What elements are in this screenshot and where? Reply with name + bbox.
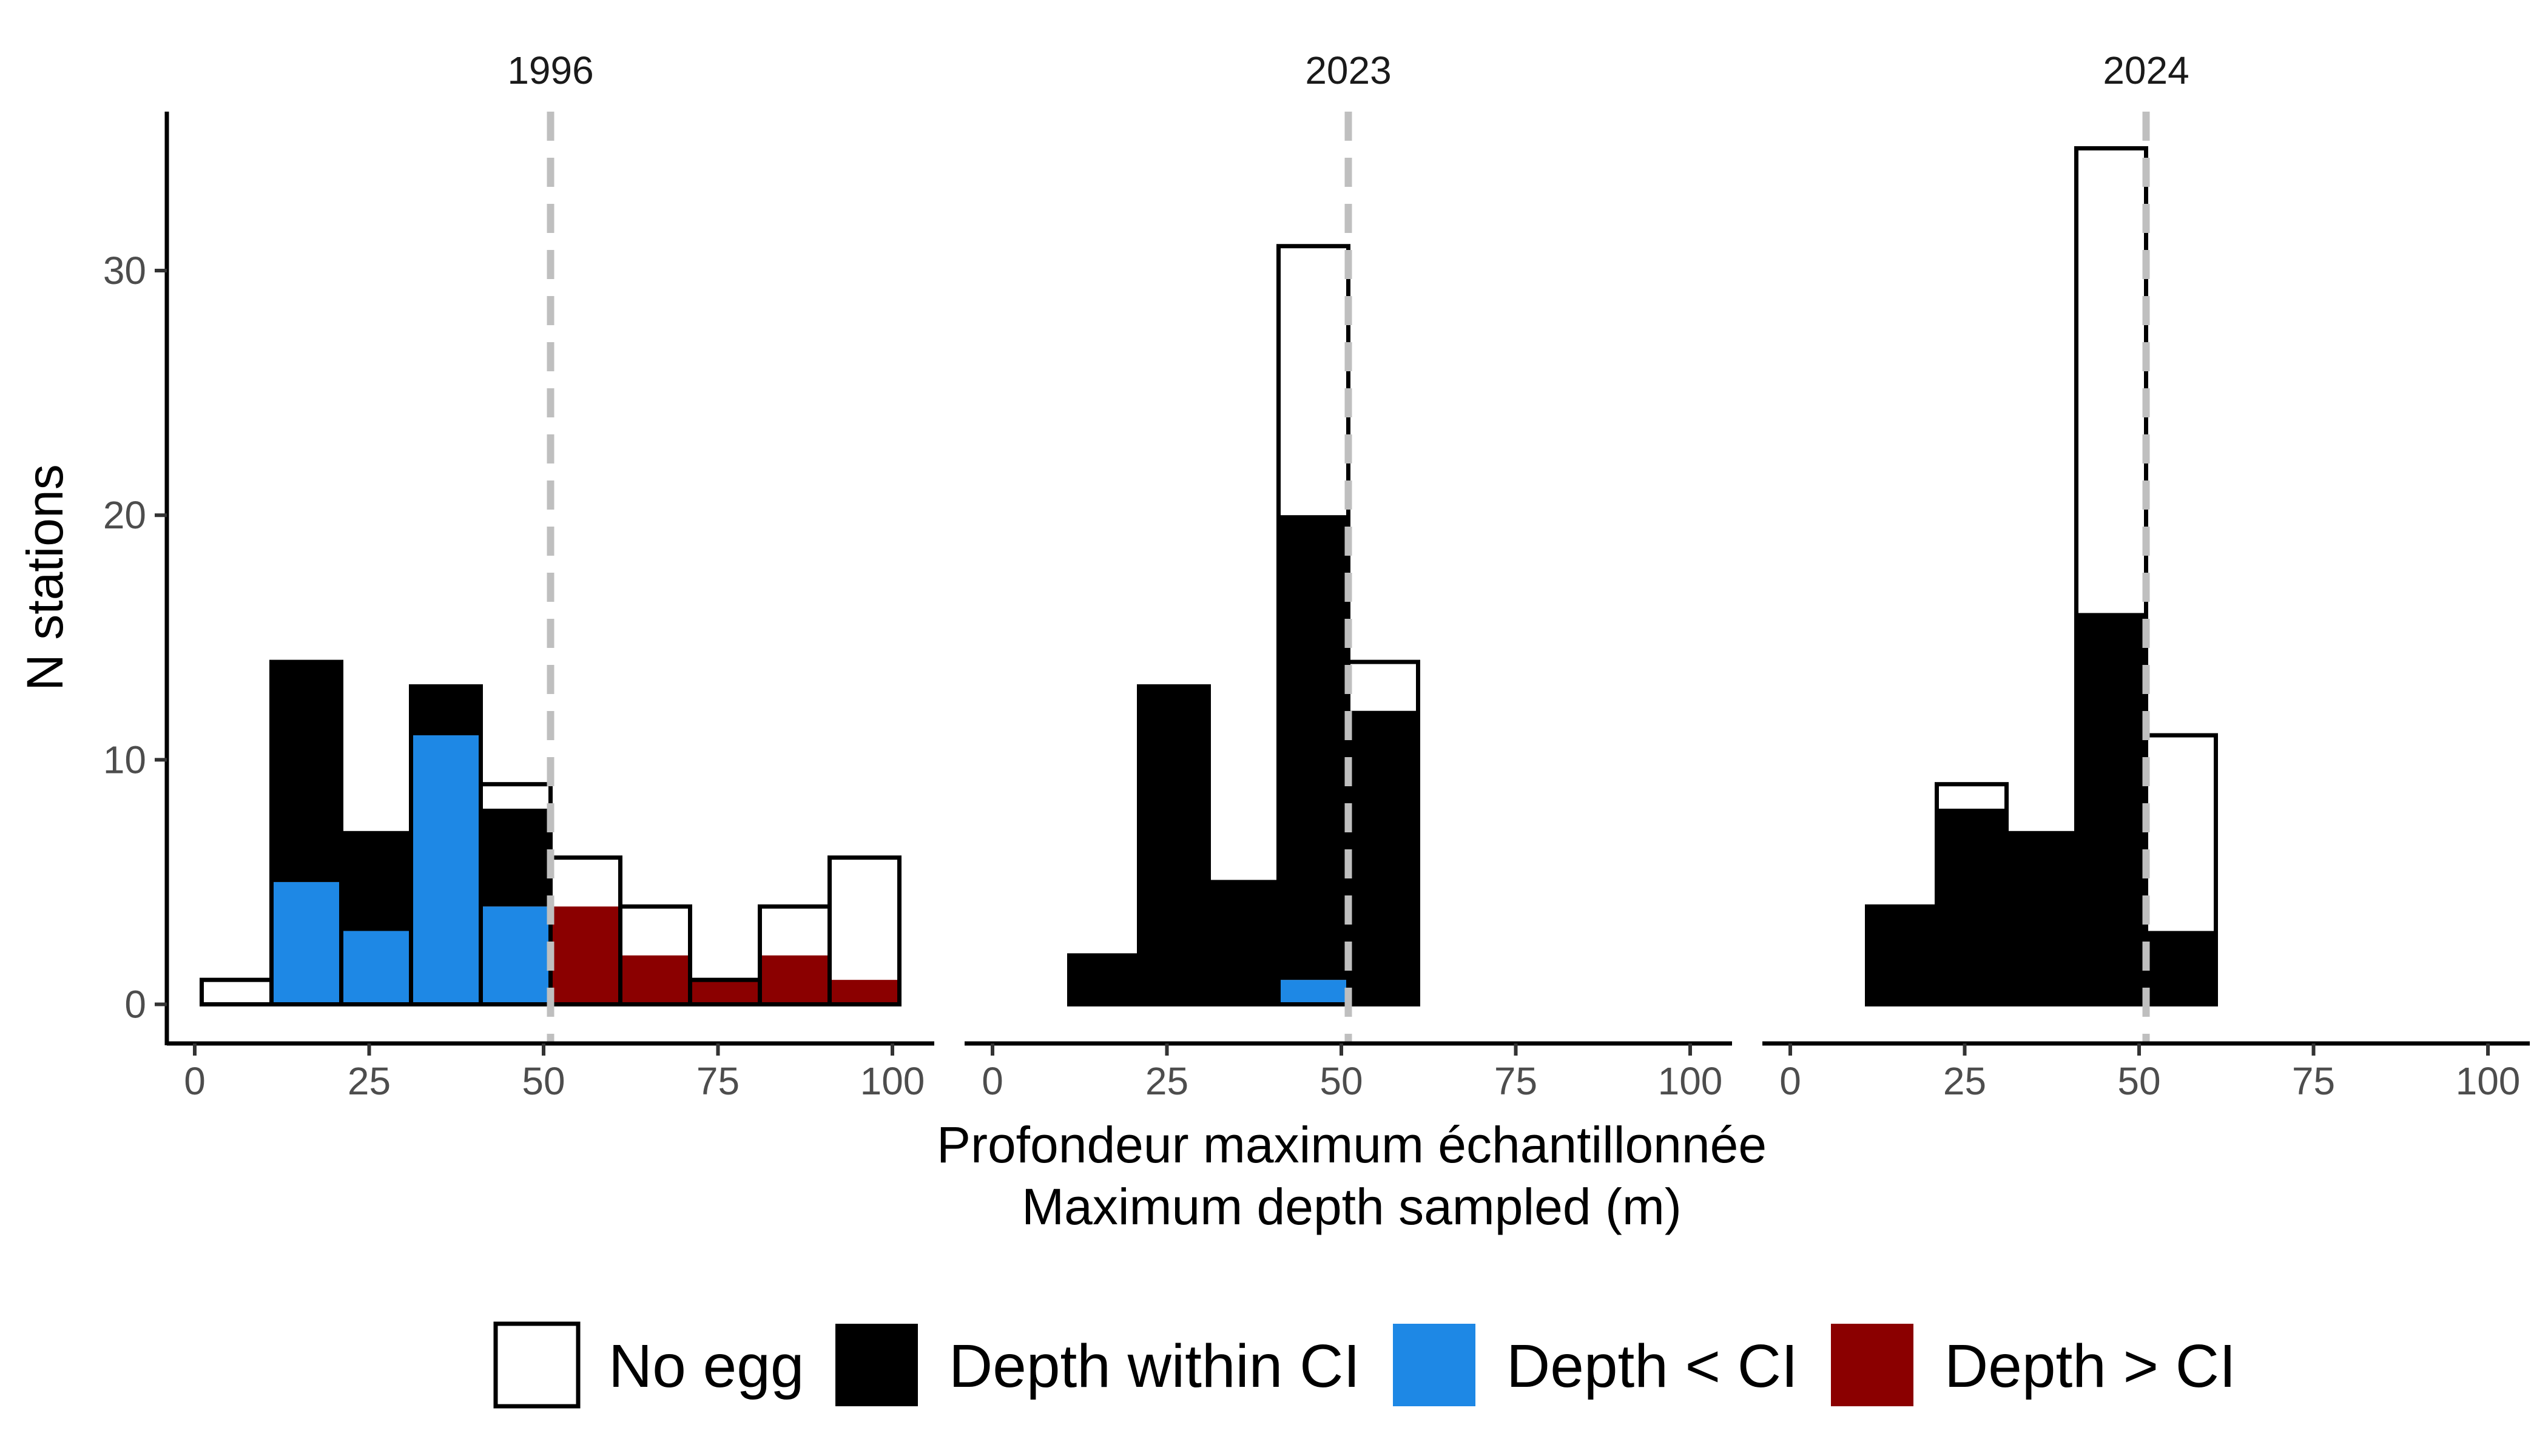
depth-gt-ci-bar [690,980,760,1005]
y-tick-label: 0 [124,982,146,1026]
legend-item: Depth within CI [835,1324,1360,1406]
panel-1996: 1996 0 25 50 75 100 [167,49,934,1103]
legend-item: Depth > CI [1831,1324,2236,1406]
depth-within-ci-bar [1278,515,1349,980]
depth-within-ci-bar [341,833,411,931]
legend-key [1393,1324,1475,1406]
depth-within-ci-bar [480,808,551,907]
bin-outline [1137,684,1211,1006]
depth-within-ci-bar [2076,613,2146,1005]
x-tick-label: 75 [2292,1059,2335,1103]
panel-2023: 2023 0 25 50 75 100 [965,49,1732,1103]
histogram-bin [548,855,622,1006]
bin-outline [1346,659,1420,1006]
histogram-bin [1346,659,1420,1006]
depth-gt-ci-bar [829,980,900,1005]
legend-label: Depth < CI [1506,1332,1798,1400]
histogram-bin [409,684,483,1006]
legend: No egg Depth within CI Depth < CI Depth > C… [493,1321,2236,1409]
histogram-bin [827,855,902,1006]
histogram-bin [1207,880,1281,1006]
x-tick-label: 0 [1779,1059,1801,1103]
x-tick-label: 75 [1494,1059,1537,1103]
histogram-bin [269,659,343,1006]
depth-within-ci-bar [2146,931,2216,1005]
y-tick-label: 10 [103,738,146,781]
histogram-bin [2074,146,2148,1006]
x-axis-title-line1: Profondeur maximum échantillonnée [937,1116,1767,1173]
x-tick-label: 75 [696,1059,740,1103]
depth-within-ci-bar [271,662,342,882]
legend-label: Depth within CI [949,1332,1360,1400]
histogram-bin [1067,953,1141,1006]
panel-title: 2024 [2103,49,2189,92]
histogram-bin [1935,782,2009,1006]
depth-within-ci-bar [1867,906,1937,1005]
histogram-bin [2144,733,2218,1006]
legend-label: No egg [608,1332,804,1400]
bin-outline [618,904,692,1006]
histogram-bin [1865,904,1939,1006]
legend-key [835,1324,918,1406]
y-axis-title: N stations [16,464,73,691]
legend-label: Depth > CI [1944,1332,2236,1400]
panel-2024: 2024 0 25 50 75 100 [1762,49,2530,1103]
bin-outline [200,977,274,1006]
x-tick-label: 25 [1145,1059,1188,1103]
histogram-bin [688,977,762,1006]
x-axis-title-line2: Maximum depth sampled (m) [1022,1178,1682,1235]
depth-lt-ci-bar [480,906,551,1005]
depth-within-ci-bar [1069,955,1139,1005]
x-tick-label: 50 [522,1059,565,1103]
panel-title: 1996 [507,49,593,92]
panel-title: 2023 [1305,49,1391,92]
depth-lt-ci-bar [271,881,342,1005]
y-axis: 0 10 20 30 [103,112,169,1045]
x-tick-label: 100 [860,1059,925,1103]
histogram-bin [618,904,692,1006]
depth-gt-ci-bar [620,955,690,1005]
histogram-bin [479,782,553,1006]
depth-within-ci-bar [1208,881,1279,1005]
legend-key [493,1321,581,1409]
x-tick-label: 0 [982,1059,1003,1103]
histogram-bin [1276,244,1350,1006]
legend-key [1831,1324,1913,1406]
depth-within-ci-bar [1936,808,2007,1005]
x-tick-label: 0 [184,1059,206,1103]
depth-gt-ci-bar [550,906,621,1005]
x-tick-label: 50 [1320,1059,1363,1103]
depth-within-ci-bar [2006,833,2077,1005]
depth-gt-ci-bar [760,955,830,1005]
depth-lt-ci-bar [341,931,411,1005]
histogram-bin [200,977,274,1006]
depth-within-ci-bar [1139,686,1209,1005]
x-tick-label: 100 [2456,1059,2521,1103]
x-tick-label: 25 [1943,1059,1986,1103]
depth-within-ci-bar [1348,710,1418,1005]
legend-item: Depth < CI [1393,1324,1798,1406]
bin-outline [827,855,902,1006]
y-tick-label: 30 [103,249,146,292]
x-tick-label: 100 [1658,1059,1723,1103]
depth-lt-ci-bar [1278,980,1349,1005]
histogram-bin [2004,831,2078,1006]
histogram-bin [758,904,832,1006]
x-tick-label: 50 [2117,1059,2160,1103]
x-tick-label: 25 [348,1059,391,1103]
histogram-bin [339,831,413,1006]
legend-item: No egg [493,1321,804,1409]
depth-within-ci-bar [411,686,481,736]
histogram-bin [1137,684,1211,1006]
y-tick-label: 20 [103,493,146,537]
depth-lt-ci-bar [411,735,481,1005]
